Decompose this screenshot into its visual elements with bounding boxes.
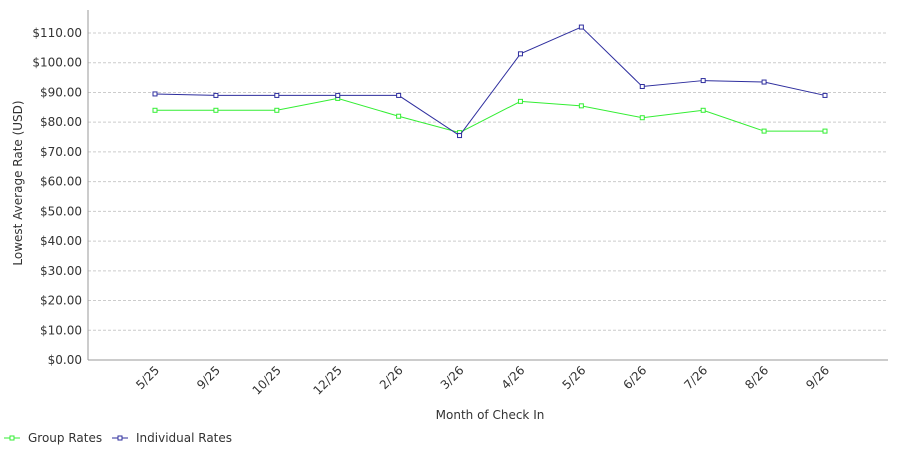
grid-lines bbox=[88, 32, 888, 331]
data-point bbox=[639, 115, 645, 121]
y-tick-label: $0.00 bbox=[48, 353, 82, 367]
series-lines bbox=[152, 24, 828, 139]
legend-label: Group Rates bbox=[28, 431, 102, 445]
y-tick-label: $30.00 bbox=[40, 264, 82, 278]
data-point bbox=[639, 84, 645, 90]
data-point bbox=[274, 107, 280, 113]
data-point bbox=[578, 24, 584, 30]
y-tick-labels: $0.00 $10.00 $20.00 $30.00 $40.00 $50.00 $60.0… bbox=[32, 26, 82, 367]
x-tick-label: 9/25 bbox=[194, 363, 223, 392]
data-point bbox=[822, 92, 828, 98]
data-point bbox=[335, 92, 341, 98]
y-tick-label: $70.00 bbox=[40, 145, 82, 159]
x-tick-label: 6/26 bbox=[620, 363, 649, 392]
x-tick-label: 5/26 bbox=[560, 363, 589, 392]
x-tick-labels: 5/25 9/25 10/25 12/25 2/26 3/26 4/26 5/26 6/26 7/… bbox=[133, 363, 832, 397]
y-tick-label: $40.00 bbox=[40, 234, 82, 248]
data-point bbox=[457, 133, 463, 139]
y-tick-label: $20.00 bbox=[40, 294, 82, 308]
data-point bbox=[761, 79, 767, 85]
data-point bbox=[396, 113, 402, 119]
legend-label: Individual Rates bbox=[136, 431, 232, 445]
x-tick-label: 8/26 bbox=[742, 363, 771, 392]
data-point bbox=[152, 91, 158, 97]
data-point bbox=[517, 98, 523, 104]
x-tick-label: 10/25 bbox=[250, 363, 284, 397]
y-tick-label: $110.00 bbox=[32, 26, 82, 40]
data-point bbox=[152, 107, 158, 113]
x-tick-label: 12/25 bbox=[310, 363, 344, 397]
y-tick-label: $60.00 bbox=[40, 175, 82, 189]
data-point bbox=[700, 107, 706, 113]
data-point bbox=[213, 107, 219, 113]
x-tick-label: 4/26 bbox=[499, 363, 528, 392]
series-line bbox=[154, 26, 826, 137]
legend-item: Group Rates bbox=[4, 431, 102, 445]
y-tick-label: $90.00 bbox=[40, 85, 82, 99]
data-point bbox=[396, 92, 402, 98]
x-tick-label: 9/26 bbox=[803, 363, 832, 392]
legend-swatch-marker bbox=[117, 435, 123, 441]
y-tick-label: $80.00 bbox=[40, 115, 82, 129]
series-group bbox=[152, 95, 828, 136]
y-tick-label: $50.00 bbox=[40, 204, 82, 218]
data-point bbox=[822, 128, 828, 134]
series-line bbox=[155, 97, 825, 134]
y-tick-label: $10.00 bbox=[40, 323, 82, 337]
legend: Group Rates Individual Rates bbox=[4, 431, 232, 445]
y-axis-title: Lowest Average Rate (USD) bbox=[11, 100, 25, 265]
data-point bbox=[517, 51, 523, 57]
y-tick-label: $100.00 bbox=[32, 56, 82, 70]
data-point bbox=[578, 103, 584, 109]
x-tick-label: 7/26 bbox=[681, 363, 710, 392]
x-tick-label: 2/26 bbox=[377, 363, 406, 392]
x-tick-label: 5/25 bbox=[133, 363, 162, 392]
data-point bbox=[700, 78, 706, 84]
x-tick-label: 3/26 bbox=[438, 363, 467, 392]
data-point bbox=[274, 92, 280, 98]
axes bbox=[87, 10, 888, 361]
series-group bbox=[152, 24, 828, 139]
data-point bbox=[213, 92, 219, 98]
x-axis-title: Month of Check In bbox=[436, 408, 545, 422]
legend-swatch-marker bbox=[9, 435, 15, 441]
data-point bbox=[761, 128, 767, 134]
legend-item: Individual Rates bbox=[112, 431, 232, 445]
